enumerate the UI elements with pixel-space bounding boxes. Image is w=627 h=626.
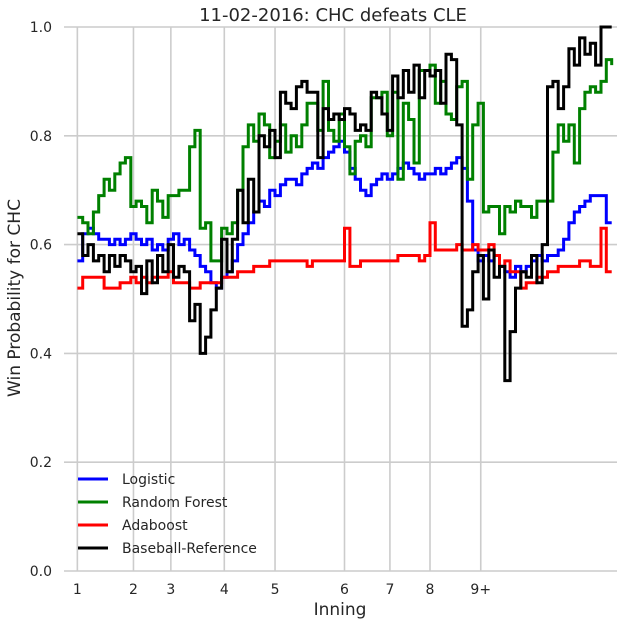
legend-label: Logistic bbox=[122, 472, 175, 488]
legend-label: Random Forest bbox=[122, 495, 228, 511]
x-tick-label: 3 bbox=[166, 582, 175, 598]
y-tick-label: 1.0 bbox=[30, 20, 52, 36]
legend-label: Baseball-Reference bbox=[122, 541, 257, 557]
x-tick-label: 1 bbox=[73, 582, 82, 598]
y-tick-label: 0.6 bbox=[30, 238, 52, 254]
grid bbox=[64, 26, 617, 572]
x-tick-label: 8 bbox=[426, 582, 435, 598]
y-tick-label: 0.8 bbox=[30, 129, 52, 145]
series-lines bbox=[77, 25, 614, 383]
x-axis-label: Inning bbox=[314, 600, 367, 620]
chart-title: 11-02-2016: CHC defeats CLE bbox=[199, 5, 467, 26]
x-tick-label: 5 bbox=[271, 582, 280, 598]
x-tick-label: 6 bbox=[340, 582, 349, 598]
series-line-baseball-reference bbox=[77, 25, 612, 383]
y-tick-label: 0.2 bbox=[30, 455, 52, 471]
x-tick-label: 2 bbox=[129, 582, 138, 598]
tick-labels: 0.0 0.2 0.4 0.6 0.8 1.0 1 2 3 4 5 6 7 8 9+ bbox=[30, 20, 491, 598]
x-tick-label: 4 bbox=[220, 582, 229, 598]
x-tick-label: 9+ bbox=[470, 582, 491, 598]
legend: Logistic Random Forest Adaboost Baseball-Re… bbox=[78, 472, 257, 557]
y-tick-label: 0.4 bbox=[30, 346, 52, 362]
x-tick-label: 7 bbox=[385, 582, 394, 598]
series-line-adaboost bbox=[77, 221, 612, 290]
y-axis-label: Win Probability for CHC bbox=[5, 199, 25, 397]
y-tick-label: 0.0 bbox=[30, 564, 52, 580]
legend-label: Adaboost bbox=[122, 518, 188, 534]
